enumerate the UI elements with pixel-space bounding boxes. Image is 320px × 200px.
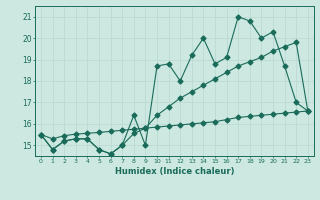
X-axis label: Humidex (Indice chaleur): Humidex (Indice chaleur)	[115, 167, 234, 176]
